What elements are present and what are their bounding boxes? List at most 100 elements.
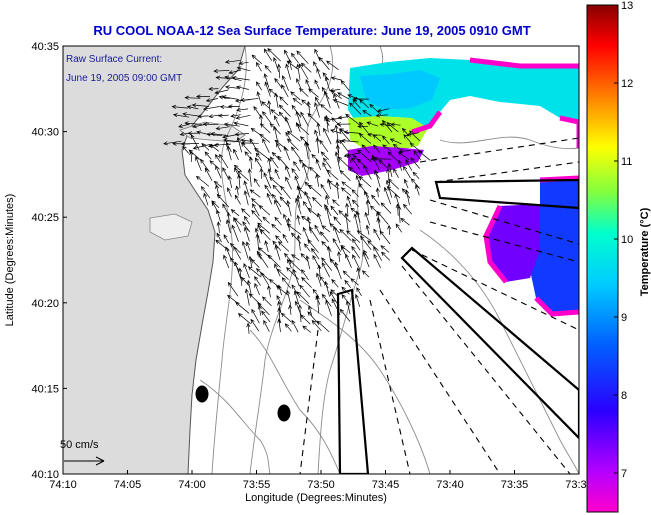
current-vector <box>381 135 390 145</box>
current-vector <box>285 165 291 178</box>
current-vector <box>345 113 360 126</box>
current-vector <box>206 132 222 137</box>
current-vector <box>283 252 292 262</box>
current-vector <box>225 85 240 90</box>
current-vector <box>380 202 392 214</box>
current-vector <box>278 111 289 124</box>
current-vector <box>249 138 260 155</box>
current-vector <box>291 284 301 299</box>
current-vector <box>237 174 242 189</box>
current-vector <box>202 106 220 111</box>
land-mass <box>63 46 246 474</box>
current-vector <box>300 62 312 73</box>
current-vector <box>203 192 209 206</box>
current-vector <box>297 304 303 323</box>
current-vector <box>240 97 259 103</box>
current-vector <box>316 122 321 136</box>
current-vector <box>292 97 303 106</box>
current-vector <box>298 159 310 170</box>
current-vector <box>302 325 312 333</box>
current-vector <box>226 211 231 224</box>
current-vector <box>352 99 361 109</box>
current-vector <box>339 228 352 242</box>
current-vector <box>321 225 331 233</box>
current-vector <box>315 294 320 314</box>
current-vector <box>306 216 312 234</box>
current-vector <box>324 114 329 133</box>
current-vector <box>323 90 331 108</box>
y-tick-label: 40:20 <box>31 298 59 310</box>
current-vector <box>301 215 312 224</box>
current-vector <box>251 209 263 223</box>
current-vector <box>379 230 391 245</box>
current-vector <box>262 216 270 224</box>
current-vector <box>274 77 283 89</box>
current-vector <box>336 250 342 262</box>
current-vector <box>376 211 381 223</box>
current-vector <box>362 110 372 117</box>
current-vector <box>376 217 382 232</box>
current-vector <box>275 235 283 243</box>
current-vector <box>333 225 341 244</box>
current-vector <box>296 50 309 64</box>
current-vector <box>387 224 392 235</box>
current-vector <box>218 95 230 100</box>
current-vector <box>405 159 413 171</box>
current-vector <box>267 157 272 171</box>
current-vector <box>403 165 411 179</box>
current-vector <box>259 133 271 143</box>
current-vector <box>333 216 342 226</box>
current-vector <box>234 132 249 137</box>
current-vector <box>389 138 402 145</box>
current-vector <box>242 221 250 233</box>
colorbar-tick-label: 9 <box>621 312 627 324</box>
current-vector <box>309 166 321 178</box>
current-vector <box>417 150 431 161</box>
current-vector <box>274 216 282 226</box>
current-vector <box>330 205 339 216</box>
current-vector <box>331 278 339 288</box>
y-axis-ticks: 40:10 40:15 40:20 40:25 40:30 40:35 <box>31 41 67 481</box>
current-vector <box>283 213 289 225</box>
current-vector <box>351 245 361 259</box>
current-vector <box>376 210 389 225</box>
current-vector <box>274 199 282 215</box>
current-vector <box>296 78 302 89</box>
current-vector <box>332 99 349 106</box>
current-vector <box>291 168 299 178</box>
current-vector <box>300 314 311 325</box>
current-vector <box>264 64 272 73</box>
current-vector <box>213 180 223 188</box>
y-tick-label: 40:15 <box>31 383 59 395</box>
current-vector <box>258 204 271 216</box>
current-vector <box>286 200 292 217</box>
current-vector <box>291 319 299 333</box>
current-vector <box>312 196 323 208</box>
current-vector <box>394 193 400 207</box>
current-vector <box>216 193 230 208</box>
current-vector <box>195 156 202 171</box>
current-vector <box>272 240 282 251</box>
current-vector <box>163 140 182 146</box>
current-vector <box>298 63 309 80</box>
current-vector <box>397 205 402 223</box>
current-vector <box>273 56 279 72</box>
current-vector <box>238 61 249 66</box>
current-vector <box>359 99 369 108</box>
current-vector <box>357 149 372 162</box>
current-vector <box>409 130 421 142</box>
current-vector <box>227 187 232 198</box>
current-vector <box>224 75 242 82</box>
current-vector <box>397 151 410 161</box>
current-vector <box>366 121 379 127</box>
current-vector <box>401 188 411 199</box>
current-vector <box>346 195 352 207</box>
current-vector <box>345 300 351 315</box>
current-vector <box>322 72 330 81</box>
y-tick-label: 40:25 <box>31 212 59 224</box>
current-vector <box>256 91 263 107</box>
current-vector <box>299 87 309 97</box>
current-vector <box>334 124 339 143</box>
current-vector <box>320 103 333 115</box>
current-vector <box>259 123 271 134</box>
